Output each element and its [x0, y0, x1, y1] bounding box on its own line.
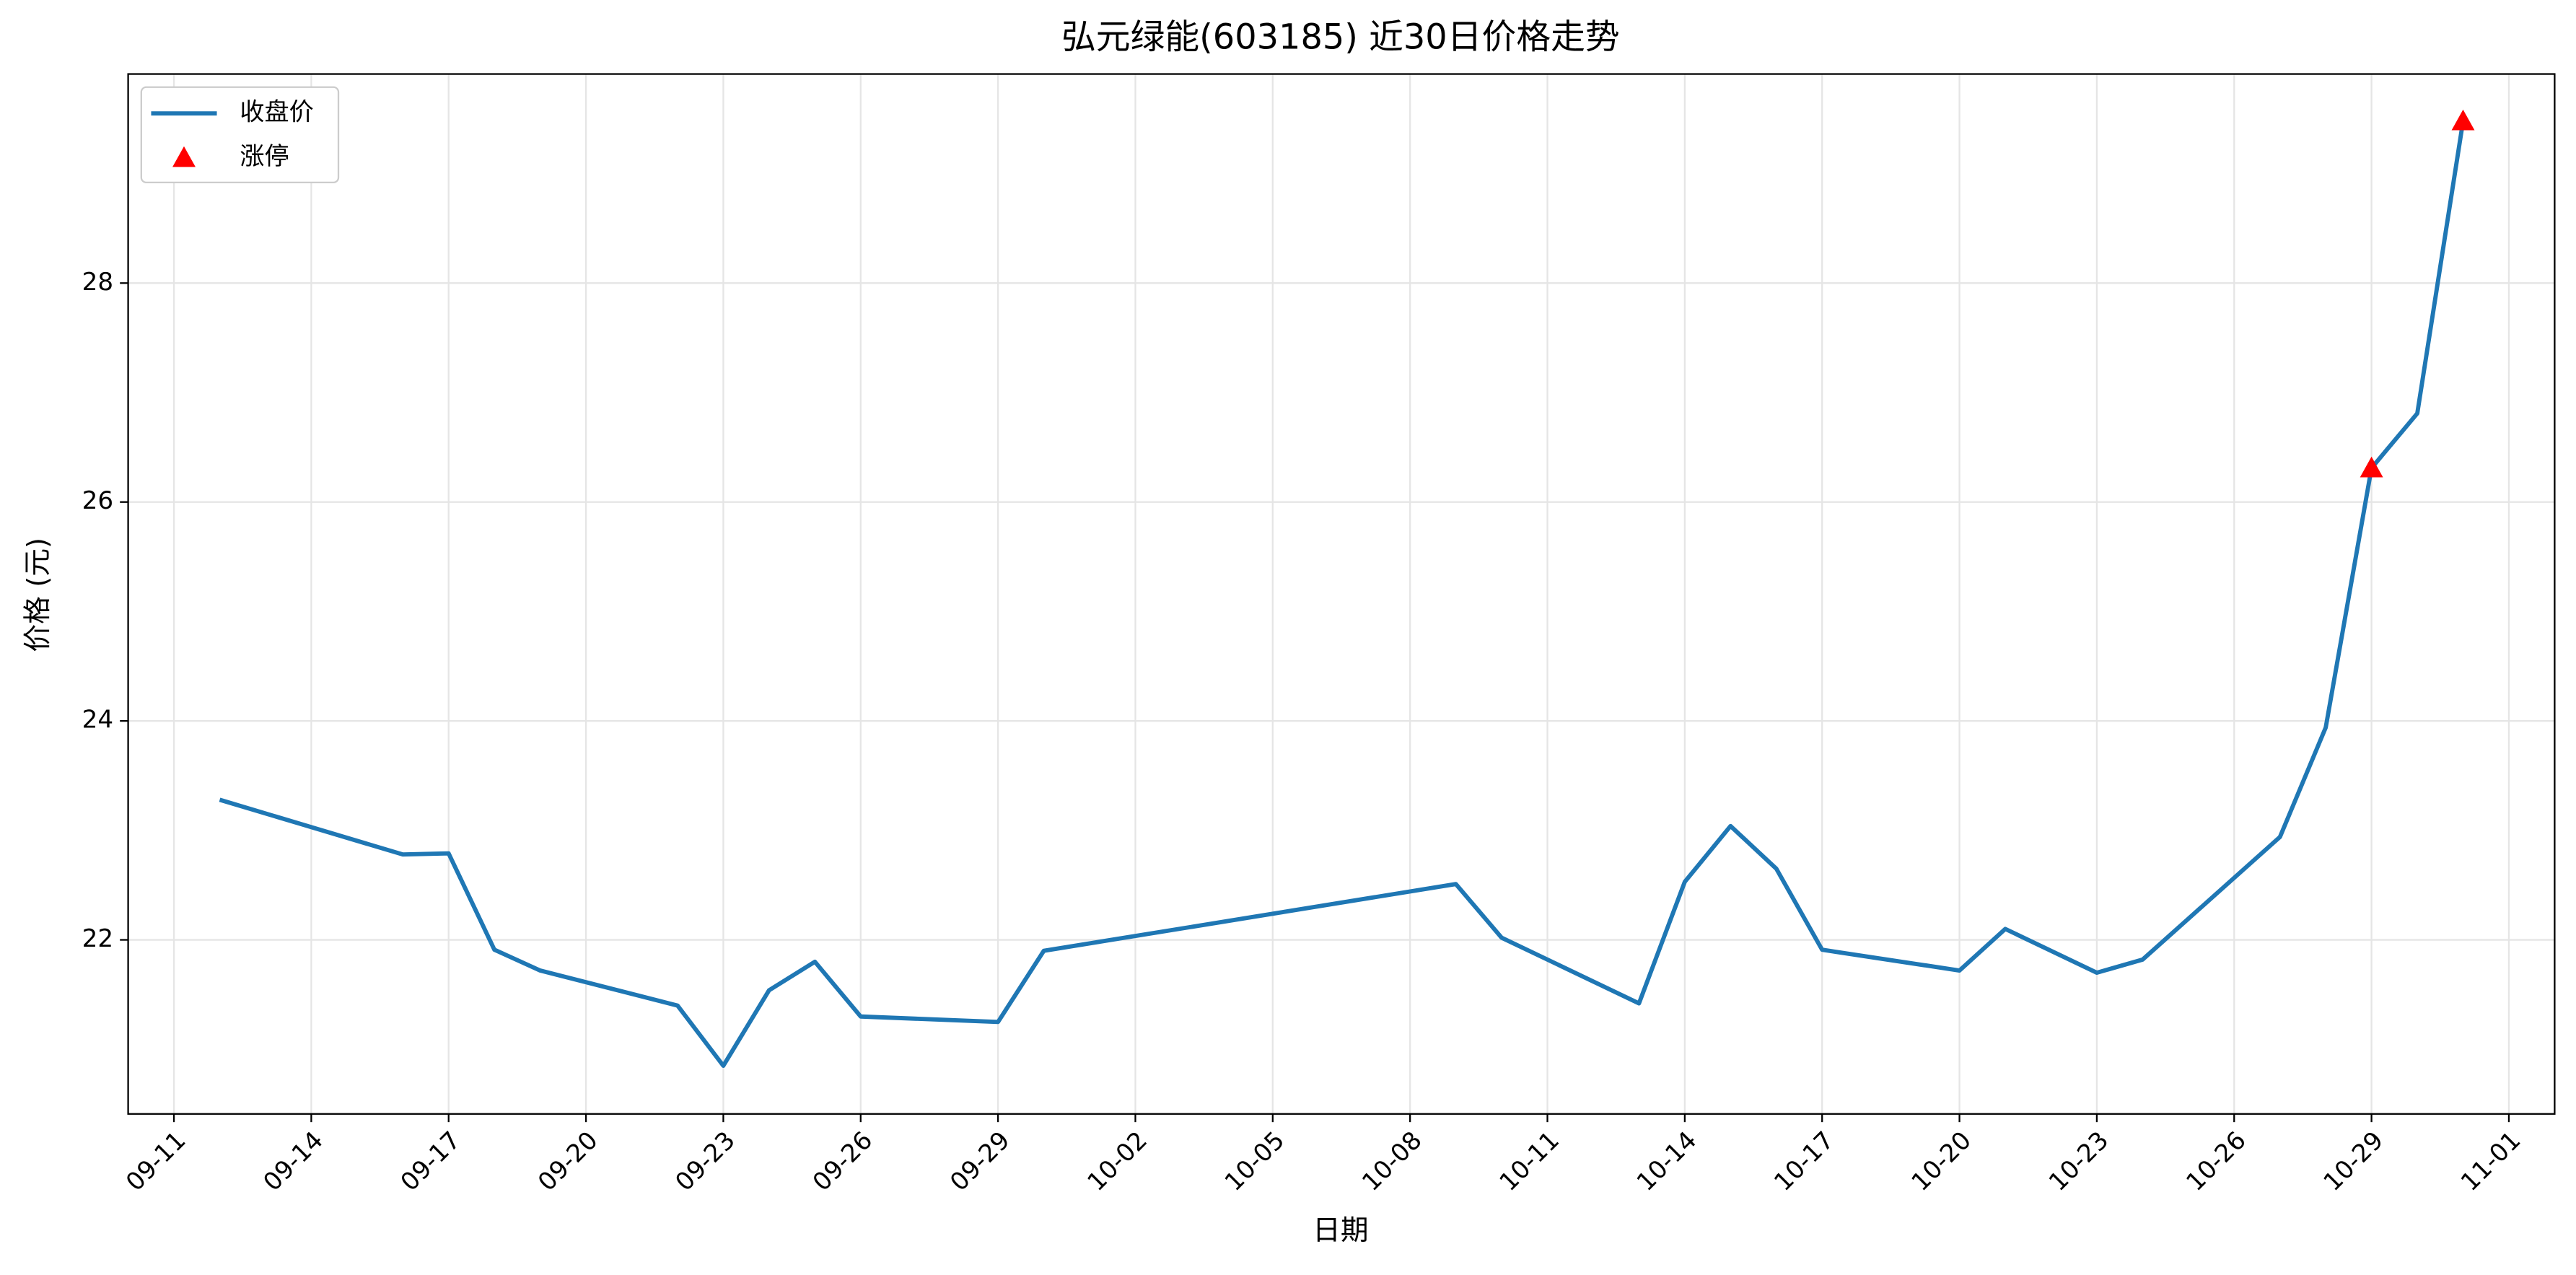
price-line: [219, 121, 2466, 1068]
y-tick-label: 24: [82, 706, 113, 735]
plot-frame: [127, 73, 2556, 1115]
y-tick-label: 26: [82, 486, 113, 515]
legend-swatch: [172, 146, 196, 167]
chart-title: 弘元绿能(603185) 近30日价格走势: [1061, 18, 1620, 58]
limit-up-marker: [2360, 456, 2383, 478]
x-axis-label: 日期: [1313, 1214, 1368, 1247]
y-tick-label: 22: [82, 924, 113, 953]
y-tick-label: 28: [82, 268, 113, 297]
limit-up-marker: [2451, 109, 2475, 131]
legend-label: 收盘价: [240, 98, 313, 127]
y-axis-label: 价格 (元): [22, 538, 54, 652]
legend-label: 涨停: [240, 142, 289, 171]
